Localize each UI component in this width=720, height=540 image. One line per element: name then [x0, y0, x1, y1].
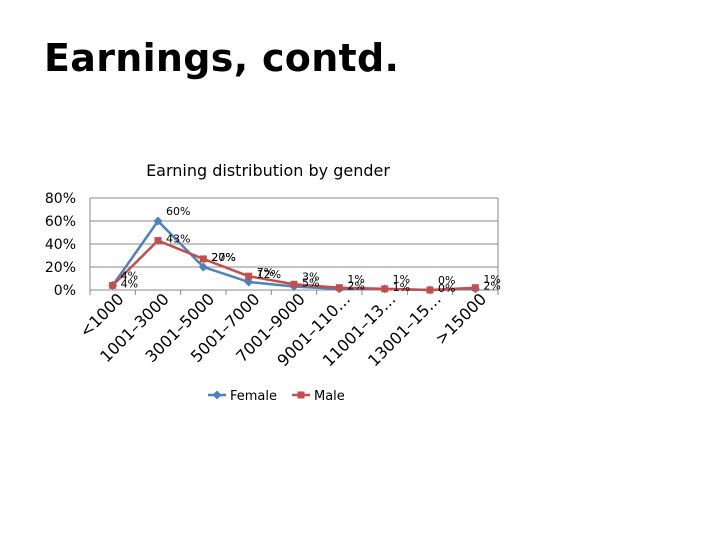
data-label-female: 7%	[257, 266, 274, 279]
slide-title: Earnings, contd.	[44, 36, 400, 80]
data-label-female: 4%	[121, 269, 138, 282]
data-point-male	[199, 255, 207, 263]
data-label-male: 4%	[121, 277, 138, 290]
data-point-male	[290, 280, 298, 288]
chart-title: Earning distribution by gender	[146, 161, 390, 180]
data-label-female: 60%	[166, 205, 190, 218]
legend-label-male: Male	[314, 389, 345, 404]
data-label-female: 1%	[483, 273, 500, 286]
y-tick-label: 80%	[45, 191, 76, 207]
data-label-male: 2%	[483, 280, 500, 293]
data-label-male: 1%	[393, 281, 410, 294]
data-label-female: 3%	[302, 271, 319, 284]
legend-label-female: Female	[230, 389, 277, 404]
series-line-female	[111, 219, 476, 292]
x-axis: <10001001–30003001–50005001–70007001–900…	[76, 289, 499, 370]
data-point-male	[154, 237, 162, 245]
legend: Female Male	[208, 389, 345, 404]
data-point-female	[198, 262, 208, 272]
data-label-male: 12%	[257, 268, 281, 281]
data-label-male: 43%	[166, 233, 190, 246]
y-tick-label: 40%	[45, 237, 76, 253]
data-label-female: 1%	[347, 273, 364, 286]
y-axis: 0% 20% 40% 60% 80%	[45, 191, 76, 299]
data-label-female: 0%	[438, 274, 455, 287]
data-point-male	[109, 281, 117, 289]
data-label-male: 27%	[211, 251, 235, 264]
data-label-male: 2%	[347, 280, 364, 293]
y-tick-label: 20%	[45, 260, 76, 276]
data-point-male	[245, 272, 253, 280]
data-point-male	[426, 286, 434, 294]
legend-marker-male	[297, 391, 305, 399]
y-tick-label: 0%	[54, 283, 76, 299]
data-label-male: 0%	[438, 282, 455, 295]
data-labels: 4%60%20%7% 3% 1% 1% 0% 1%4%43%27%12%5% 2% 1% 0% 2…	[121, 205, 501, 295]
data-point-male	[381, 285, 389, 293]
data-label-female: 20%	[211, 251, 235, 264]
data-point-male	[335, 284, 343, 292]
series-group	[108, 216, 480, 295]
gridlines	[89, 197, 499, 291]
data-point-female	[153, 216, 163, 226]
data-label-male: 5%	[302, 276, 319, 289]
y-tick-label: 60%	[45, 214, 76, 230]
legend-marker-female	[212, 390, 222, 400]
data-point-male	[471, 284, 479, 292]
data-label-female: 1%	[393, 273, 410, 286]
